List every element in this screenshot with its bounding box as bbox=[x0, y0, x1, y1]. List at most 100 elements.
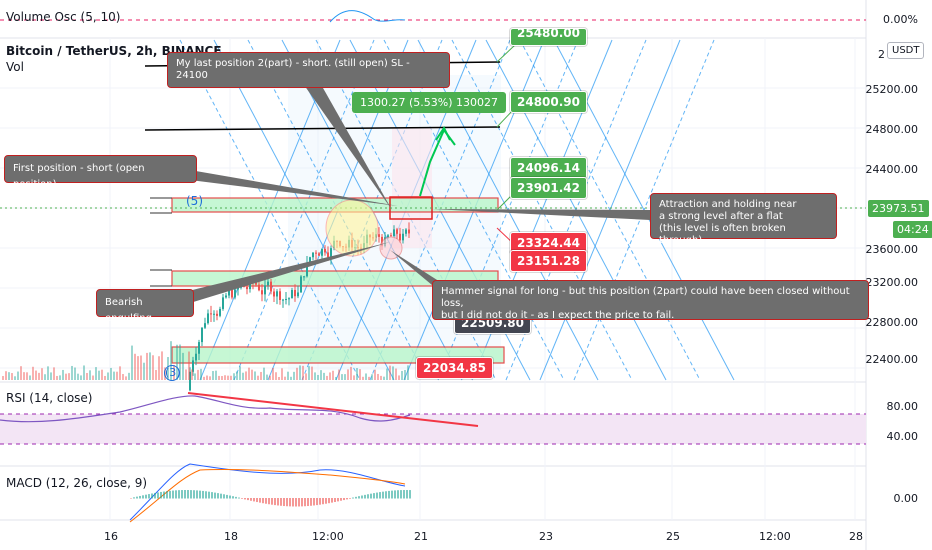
volume-bar bbox=[245, 371, 247, 380]
volume-bar bbox=[344, 374, 346, 380]
candle-body bbox=[267, 281, 269, 286]
candle-body bbox=[306, 262, 308, 277]
volume-bar bbox=[38, 372, 40, 380]
projection-box bbox=[392, 128, 432, 248]
price-axis-label: 24800.00 bbox=[865, 123, 919, 136]
price-tag-24800: 24800.90 bbox=[510, 91, 588, 113]
volume-bar bbox=[125, 376, 127, 380]
volume-bar bbox=[20, 366, 22, 380]
candle-body bbox=[195, 353, 197, 361]
candle-body bbox=[294, 289, 296, 297]
volume-bar bbox=[17, 371, 19, 380]
candle-body bbox=[261, 290, 263, 295]
volume-bar bbox=[239, 366, 241, 380]
macd-histogram-bar bbox=[271, 498, 273, 505]
macd-histogram-bar bbox=[277, 498, 279, 506]
volume-bar bbox=[53, 367, 55, 380]
volume-bar bbox=[59, 375, 61, 380]
volume-bar bbox=[68, 373, 70, 380]
candle-body bbox=[225, 295, 227, 298]
macd-histogram-bar bbox=[391, 490, 393, 499]
macd-histogram-bar bbox=[226, 494, 228, 499]
macd-histogram-bar bbox=[199, 490, 201, 499]
macd-histogram-bar bbox=[166, 491, 168, 499]
price-tag-23151: 23151.28 bbox=[510, 250, 588, 272]
volume-bar bbox=[56, 375, 58, 380]
volume-bar bbox=[362, 376, 364, 380]
callout-pointer bbox=[190, 170, 398, 206]
price-axis-label: 23600.00 bbox=[865, 243, 919, 256]
candle-body bbox=[315, 252, 317, 254]
macd-histogram-bar bbox=[364, 494, 366, 499]
currency-button[interactable]: USDT bbox=[887, 42, 925, 59]
macd-histogram-bar bbox=[241, 498, 243, 499]
volume-osc-value: 0.00% bbox=[883, 13, 918, 26]
callout-bearish-engulfing[interactable]: Bearish engulfing bbox=[96, 289, 194, 324]
volume-bar bbox=[209, 376, 211, 380]
volume-bar bbox=[86, 372, 88, 380]
volume-bar bbox=[191, 369, 193, 380]
candle-body bbox=[270, 281, 272, 292]
volume-bar bbox=[140, 355, 142, 380]
callout-attraction[interactable]: Attraction and holding near a strong lev… bbox=[650, 193, 837, 246]
time-axis-label: 18 bbox=[224, 530, 238, 543]
volume-bar bbox=[401, 370, 403, 380]
volume-bar bbox=[35, 370, 37, 380]
volume-bar bbox=[92, 375, 94, 380]
volume-bar bbox=[389, 365, 391, 380]
volume-bar bbox=[218, 375, 220, 380]
volume-bar bbox=[155, 369, 157, 380]
macd-histogram-bar bbox=[325, 498, 327, 504]
volume-bar bbox=[347, 369, 349, 380]
volume-bar bbox=[299, 365, 301, 380]
callout-first-position[interactable]: First position - short (open position) bbox=[4, 155, 197, 190]
candle-body bbox=[378, 234, 380, 237]
macd-histogram-bar bbox=[175, 490, 177, 499]
candle-body bbox=[192, 360, 194, 372]
macd-histogram-bar bbox=[184, 490, 186, 499]
volume-bar bbox=[368, 376, 370, 380]
time-axis-label: 12:00 bbox=[312, 530, 344, 543]
target-line-2 bbox=[144, 126, 501, 131]
macd-histogram-bar bbox=[133, 497, 135, 499]
macd-histogram-bar bbox=[154, 492, 156, 499]
candle-body bbox=[330, 248, 332, 258]
volume-bar bbox=[80, 375, 82, 380]
macd-histogram-bar bbox=[151, 493, 153, 499]
candle-body bbox=[198, 342, 200, 354]
macd-histogram-bar bbox=[283, 498, 285, 507]
price-axis-label: 24400.00 bbox=[865, 163, 919, 176]
macd-histogram-bar bbox=[256, 498, 258, 503]
macd-histogram-bar bbox=[280, 498, 282, 506]
time-axis-label: 21 bbox=[414, 530, 428, 543]
measure-label: 1300.27 (5.53%) 130027 bbox=[352, 92, 506, 113]
volume-bar bbox=[197, 369, 199, 380]
candle-body bbox=[228, 289, 230, 296]
callout-last-position[interactable]: My last position 2(part) - short. (still… bbox=[167, 52, 450, 88]
volume-bar bbox=[272, 367, 274, 380]
candle-body bbox=[219, 308, 221, 316]
volume-bar bbox=[338, 369, 340, 380]
macd-histogram-bar bbox=[139, 495, 141, 499]
projection-arrow-head bbox=[435, 126, 451, 141]
candle-body bbox=[288, 298, 290, 300]
candle-body bbox=[303, 276, 305, 278]
macd-histogram-bar bbox=[136, 496, 138, 499]
macd-histogram-bar bbox=[229, 495, 231, 499]
candle-body bbox=[402, 233, 404, 241]
macd-histogram-bar bbox=[361, 495, 363, 499]
callout-hammer[interactable]: Hammer signal for long - but this positi… bbox=[432, 280, 869, 321]
macd-line bbox=[129, 463, 406, 521]
candle-body bbox=[309, 257, 311, 263]
macd-histogram-bar bbox=[370, 493, 372, 499]
macd-histogram-bar bbox=[340, 498, 342, 501]
volume-bar bbox=[266, 374, 268, 380]
time-axis-label: 16 bbox=[104, 530, 118, 543]
volume-bar bbox=[47, 366, 49, 380]
candle-body bbox=[264, 285, 266, 295]
candle-body bbox=[234, 289, 236, 298]
volume-bar bbox=[176, 344, 178, 380]
rsi-line bbox=[0, 395, 411, 423]
volume-bar bbox=[5, 371, 7, 380]
